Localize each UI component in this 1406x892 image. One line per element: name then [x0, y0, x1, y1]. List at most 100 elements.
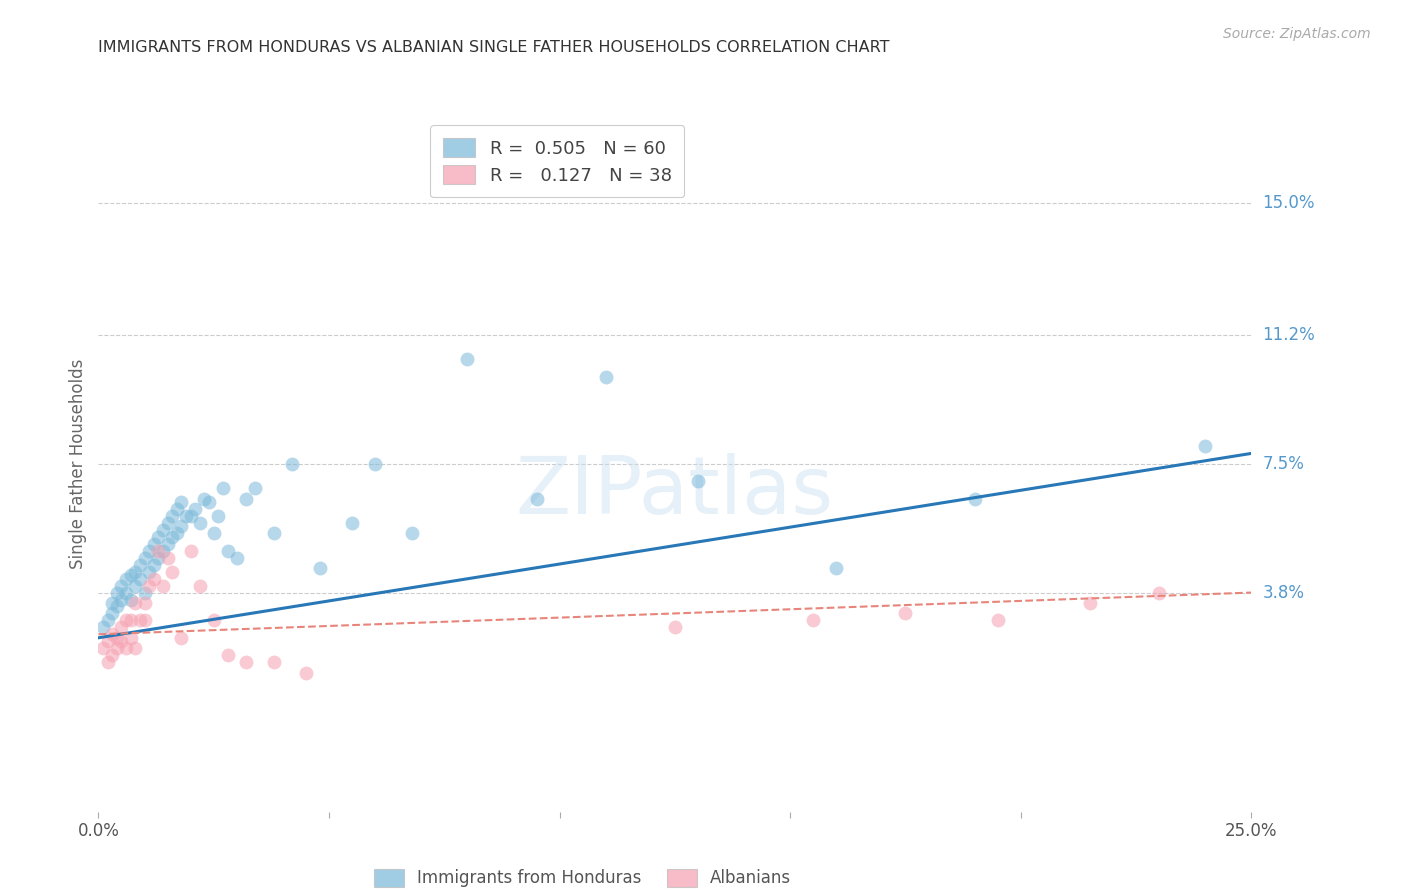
Legend: Immigrants from Honduras, Albanians: Immigrants from Honduras, Albanians [367, 862, 797, 892]
Point [148, 543, 170, 558]
Point [526, 491, 548, 506]
Point [281, 457, 304, 471]
Point [160, 565, 183, 579]
Point [138, 578, 160, 592]
Point [664, 620, 686, 634]
Point [124, 641, 146, 656]
Point [134, 614, 156, 628]
Point [148, 530, 170, 544]
Point [263, 526, 285, 541]
Point [97, 634, 120, 648]
Point [595, 369, 617, 384]
Point [101, 648, 124, 662]
Point [115, 572, 138, 586]
Point [987, 614, 1010, 628]
Point [105, 631, 128, 645]
Text: 11.2%: 11.2% [1263, 326, 1315, 344]
Point [156, 550, 179, 565]
Point [138, 543, 160, 558]
Y-axis label: Single Father Households: Single Father Households [69, 359, 87, 569]
Point [120, 568, 142, 582]
Point [184, 502, 207, 516]
Text: 7.5%: 7.5% [1263, 455, 1305, 473]
Point [129, 572, 152, 586]
Point [120, 592, 142, 607]
Point [198, 495, 221, 509]
Point [101, 596, 124, 610]
Point [101, 607, 124, 621]
Point [202, 526, 225, 541]
Text: ZIPatlas: ZIPatlas [516, 452, 834, 531]
Point [364, 457, 387, 471]
Point [170, 631, 193, 645]
Text: 3.8%: 3.8% [1263, 583, 1305, 601]
Point [110, 578, 132, 592]
Point [193, 491, 215, 506]
Point [340, 516, 363, 530]
Point [91, 641, 114, 656]
Point [91, 620, 114, 634]
Point [295, 665, 318, 680]
Point [1147, 585, 1170, 599]
Point [686, 474, 709, 488]
Point [138, 565, 160, 579]
Point [263, 655, 285, 669]
Point [217, 648, 239, 662]
Point [166, 526, 188, 541]
Point [401, 526, 423, 541]
Point [115, 641, 138, 656]
Point [152, 578, 174, 592]
Point [115, 585, 138, 599]
Point [124, 596, 146, 610]
Point [225, 550, 247, 565]
Point [134, 596, 156, 610]
Point [160, 508, 183, 523]
Point [124, 565, 146, 579]
Point [101, 627, 124, 641]
Point [207, 508, 229, 523]
Point [120, 631, 142, 645]
Point [110, 634, 132, 648]
Text: IMMIGRANTS FROM HONDURAS VS ALBANIAN SINGLE FATHER HOUSEHOLDS CORRELATION CHART: IMMIGRANTS FROM HONDURAS VS ALBANIAN SIN… [98, 40, 890, 55]
Point [97, 655, 120, 669]
Point [202, 614, 225, 628]
Point [170, 495, 193, 509]
Point [156, 516, 179, 530]
Point [456, 352, 478, 367]
Point [105, 585, 128, 599]
Point [134, 550, 156, 565]
Point [152, 543, 174, 558]
Point [97, 614, 120, 628]
Point [1078, 596, 1101, 610]
Point [105, 641, 128, 656]
Point [148, 550, 170, 565]
Point [142, 537, 165, 551]
Point [134, 585, 156, 599]
Point [308, 561, 330, 575]
Point [129, 558, 152, 572]
Point [235, 491, 257, 506]
Point [212, 481, 235, 495]
Point [245, 481, 267, 495]
Point [235, 655, 257, 669]
Point [174, 508, 197, 523]
Point [110, 592, 132, 607]
Point [142, 558, 165, 572]
Point [1194, 440, 1216, 453]
Point [170, 519, 193, 533]
Point [188, 578, 211, 592]
Point [110, 620, 132, 634]
Point [188, 516, 211, 530]
Point [801, 614, 824, 628]
Point [894, 607, 917, 621]
Point [142, 572, 165, 586]
Point [166, 502, 188, 516]
Point [160, 530, 183, 544]
Text: Source: ZipAtlas.com: Source: ZipAtlas.com [1223, 27, 1371, 41]
Point [124, 578, 146, 592]
Point [180, 543, 202, 558]
Point [963, 491, 986, 506]
Point [217, 543, 239, 558]
Point [129, 614, 152, 628]
Point [115, 614, 138, 628]
